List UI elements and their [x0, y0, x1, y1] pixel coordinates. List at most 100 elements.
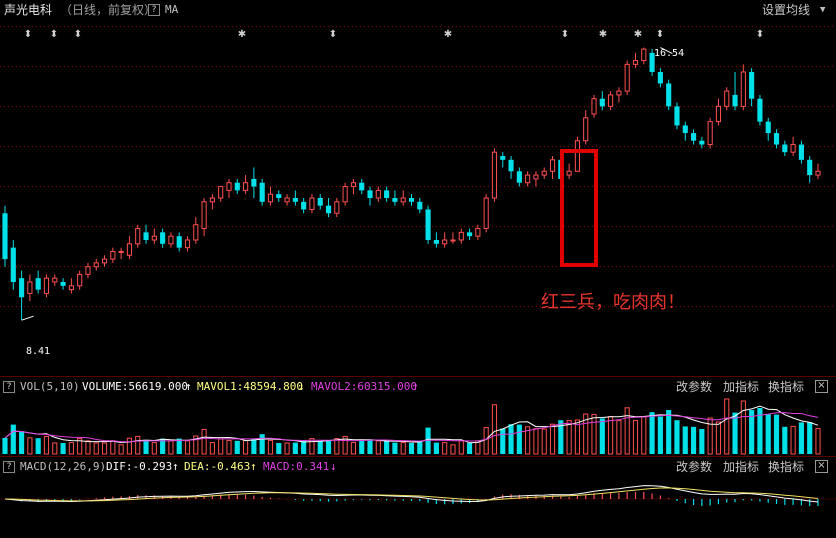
volume-bar	[574, 419, 580, 455]
volume-add-indicator-button[interactable]: 加指标	[723, 380, 760, 394]
volume-bar	[641, 416, 647, 455]
candle-body	[110, 250, 116, 260]
candle-body	[101, 258, 108, 264]
volume-switch-indicator-button[interactable]: 换指标	[768, 380, 805, 394]
volume-bar	[715, 421, 722, 455]
candle-body	[184, 239, 191, 249]
macd-help-box[interactable]: ?	[3, 461, 15, 473]
candle-body	[359, 182, 365, 191]
candle-body	[408, 198, 415, 202]
volume-bar	[491, 404, 498, 455]
candle-body	[732, 94, 738, 107]
volume-bar	[624, 407, 630, 455]
volume-bar	[442, 442, 448, 455]
candle-body	[367, 190, 373, 198]
volume-bar	[773, 414, 780, 454]
high-price-text: 16.54	[654, 48, 685, 59]
event-marker-icon: ✱	[444, 29, 452, 40]
volume-help-box[interactable]: ?	[3, 381, 15, 393]
volume-bar	[342, 435, 348, 455]
volume-bar	[43, 435, 50, 455]
volume-bar	[93, 442, 99, 455]
volume-bar	[790, 425, 796, 455]
volume-bar	[19, 431, 25, 454]
candle-body	[525, 174, 531, 184]
volume-bar	[682, 426, 688, 454]
volume-bar	[334, 438, 340, 455]
candle-body	[649, 52, 655, 72]
indicator-help-box[interactable]: ?	[148, 4, 160, 16]
candle-body	[516, 171, 522, 183]
candle-body	[417, 201, 423, 210]
event-marker-icon: ⬍	[74, 29, 82, 40]
candle-body	[657, 72, 663, 84]
period-info: （日线，前复权）	[60, 3, 157, 17]
candle-body	[160, 232, 166, 244]
macd-switch-indicator-button[interactable]: 换指标	[768, 460, 805, 474]
volume-bar	[608, 416, 614, 455]
annotation-text: 红三兵，吃肉肉！	[541, 292, 685, 313]
candle-body	[2, 213, 8, 260]
candle-body	[27, 281, 33, 294]
candle-body	[234, 182, 240, 191]
volume-bar	[466, 443, 473, 454]
price-chart[interactable]: ⬍ ⬍ ⬍ ✱ ⬍ ✱ ⬍ ✱ ✱ ⬍ ⬍	[0, 20, 836, 375]
volume-bar	[126, 437, 133, 455]
volume-bar	[151, 442, 157, 455]
low-price-text: 8.41	[26, 346, 51, 357]
candle-body	[500, 156, 506, 160]
candle-body	[798, 144, 804, 160]
candle-body	[43, 277, 50, 294]
volume-bar	[135, 435, 141, 455]
dea-up-arrow-icon: ↑	[250, 460, 257, 473]
volume-bar	[309, 438, 315, 455]
candle-body	[267, 193, 274, 203]
volume-chart[interactable]	[0, 397, 836, 455]
macd-panel-header: ? MACD(12,26,9) DIF:-0.293 ↑ DEA:-0.463 …	[0, 456, 836, 477]
volume-bar	[276, 443, 282, 454]
volume-bar	[201, 428, 207, 455]
dea-line	[4, 487, 819, 502]
candle-body	[309, 197, 315, 210]
volume-bar	[234, 440, 240, 454]
volume-bar	[226, 439, 232, 455]
volume-close-icon[interactable]: ×	[815, 380, 828, 393]
candle-body	[400, 197, 406, 203]
dif-up-arrow-icon: ↑	[172, 460, 179, 473]
settings-ma-button[interactable]: 设置均线	[762, 3, 811, 17]
stock-name[interactable]: 声光电科	[4, 3, 53, 17]
volume-bar	[807, 422, 813, 454]
volume-bar	[60, 443, 66, 454]
candle-body	[749, 72, 755, 99]
volume-bar	[259, 434, 265, 454]
candle-body	[176, 236, 182, 248]
candle-body	[52, 277, 58, 283]
dif-line	[4, 485, 819, 503]
volume-indicator-name: VOL(5,10)	[20, 380, 80, 393]
candle-body	[815, 170, 821, 176]
candle-body	[466, 232, 473, 237]
macd-close-icon[interactable]: ×	[815, 460, 828, 473]
mavol2-line	[4, 412, 819, 443]
volume-bar	[508, 424, 514, 454]
volume-bar	[301, 440, 307, 454]
volume-bar	[193, 435, 199, 455]
volume-edit-params-button[interactable]: 改参数	[676, 380, 713, 394]
macd-edit-params-button[interactable]: 改参数	[676, 460, 713, 474]
candle-body	[259, 182, 265, 202]
candle-body	[757, 98, 763, 122]
volume-bar	[583, 413, 589, 455]
macd-chart[interactable]	[0, 477, 836, 538]
volume-bar	[292, 442, 298, 454]
event-marker-icon: ✱	[238, 29, 246, 40]
chevron-down-icon[interactable]: ▼	[820, 5, 826, 15]
volume-bar	[782, 426, 788, 454]
candle-body	[35, 278, 41, 290]
macd-value: MACD:0.341	[263, 460, 330, 473]
macd-add-indicator-button[interactable]: 加指标	[723, 460, 760, 474]
volume-bar	[10, 424, 16, 454]
volume-bar	[533, 428, 539, 455]
highlight-box	[560, 149, 598, 267]
mavol1-value: MAVOL1:48594.800	[197, 380, 303, 393]
volume-bar	[558, 420, 564, 454]
